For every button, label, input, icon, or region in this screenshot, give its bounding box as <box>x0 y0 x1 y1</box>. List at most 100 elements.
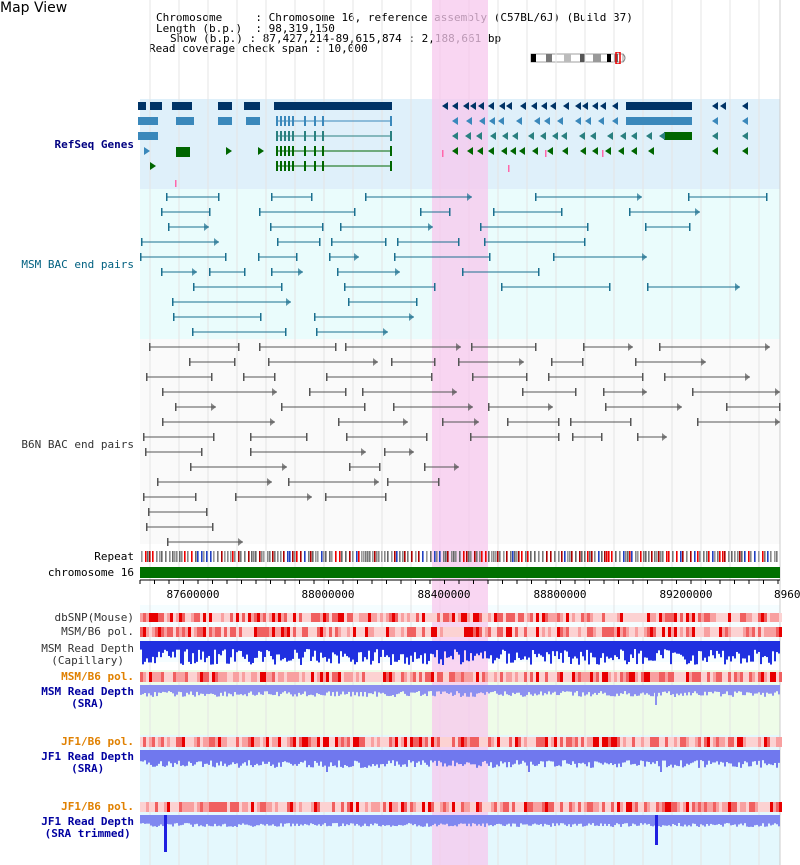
heatmap-cell[interactable] <box>623 613 626 622</box>
depth-bar[interactable] <box>212 750 214 767</box>
depth-bar[interactable] <box>296 641 298 653</box>
depth-bar[interactable] <box>356 641 358 663</box>
depth-bar[interactable] <box>308 685 310 696</box>
depth-bar[interactable] <box>368 641 370 651</box>
heatmap-cell[interactable] <box>701 613 704 622</box>
repeat-element[interactable] <box>381 551 383 562</box>
depth-bar[interactable] <box>358 750 360 763</box>
repeat-element[interactable] <box>165 551 167 562</box>
heatmap-cell[interactable] <box>410 613 413 622</box>
bac-end[interactable] <box>364 403 366 411</box>
depth-bar[interactable] <box>144 685 146 694</box>
depth-bar[interactable] <box>320 685 322 695</box>
depth-bar[interactable] <box>750 750 752 767</box>
heatmap-cell[interactable] <box>437 627 440 637</box>
depth-bar[interactable] <box>570 750 572 766</box>
depth-bar[interactable] <box>366 685 368 697</box>
heatmap-cell[interactable] <box>620 737 623 747</box>
depth-bar[interactable] <box>522 641 524 660</box>
depth-bar[interactable] <box>428 750 430 767</box>
bac-end[interactable] <box>434 358 436 366</box>
depth-bar[interactable] <box>510 641 512 663</box>
heatmap-cell[interactable] <box>674 627 677 637</box>
heatmap-cell[interactable] <box>317 627 320 637</box>
depth-bar[interactable] <box>214 815 216 824</box>
depth-bar[interactable] <box>634 685 636 695</box>
gene-arrow[interactable] <box>638 117 644 125</box>
heatmap-cell[interactable] <box>524 613 527 622</box>
depth-bar[interactable] <box>170 685 172 693</box>
depth-bar[interactable] <box>228 641 230 664</box>
heatmap-cell[interactable] <box>410 627 413 637</box>
heatmap-cell[interactable] <box>749 627 752 637</box>
depth-bar[interactable] <box>166 750 168 766</box>
heatmap-cell[interactable] <box>254 627 257 637</box>
repeat-element[interactable] <box>516 551 518 562</box>
heatmap-cell[interactable] <box>212 737 215 747</box>
depth-bar[interactable] <box>530 641 532 665</box>
depth-bar[interactable] <box>494 641 496 661</box>
depth-bar[interactable] <box>152 750 154 767</box>
depth-bar[interactable] <box>462 815 464 824</box>
depth-bar[interactable] <box>606 641 608 657</box>
depth-bar[interactable] <box>670 815 672 827</box>
depth-bar[interactable] <box>354 641 356 665</box>
gene-exon[interactable] <box>322 161 324 171</box>
heatmap-cell[interactable] <box>185 672 188 682</box>
gene-exon[interactable] <box>322 131 324 141</box>
heatmap-cell[interactable] <box>509 627 512 637</box>
depth-bar[interactable] <box>444 641 446 652</box>
depth-bar[interactable] <box>652 750 654 763</box>
heatmap-cell[interactable] <box>185 737 188 747</box>
gene-exon[interactable] <box>276 146 278 156</box>
heatmap-cell[interactable] <box>368 802 371 812</box>
heatmap-cell[interactable] <box>743 737 746 747</box>
gene-exon[interactable] <box>284 146 286 156</box>
heatmap-cell[interactable] <box>452 737 455 747</box>
depth-bar[interactable] <box>416 815 418 827</box>
bac-end[interactable] <box>630 418 632 426</box>
heatmap-cell[interactable] <box>230 737 233 747</box>
depth-bar[interactable] <box>342 750 344 768</box>
depth-bar[interactable] <box>320 815 322 827</box>
depth-bar[interactable] <box>398 641 400 661</box>
bac-end[interactable] <box>601 433 603 441</box>
polymorphism-heatmaps[interactable] <box>140 613 782 812</box>
bac-end[interactable] <box>218 193 220 201</box>
depth-bar[interactable] <box>524 750 526 763</box>
depth-bar[interactable] <box>196 815 198 824</box>
depth-bar[interactable] <box>246 641 248 655</box>
depth-bar[interactable] <box>302 815 304 826</box>
heatmap-cell[interactable] <box>449 737 452 747</box>
repeat-element[interactable] <box>141 551 143 562</box>
depth-bar[interactable] <box>148 685 150 694</box>
depth-bar[interactable] <box>218 815 220 826</box>
heatmap-cell[interactable] <box>428 672 431 682</box>
depth-bar[interactable] <box>602 685 604 694</box>
bac-end[interactable] <box>354 253 359 261</box>
heatmap-cell[interactable] <box>554 737 557 747</box>
depth-bar[interactable] <box>656 750 658 762</box>
repeat-element[interactable] <box>197 551 199 562</box>
depth-bar[interactable] <box>336 750 338 768</box>
heatmap-cell[interactable] <box>386 672 389 682</box>
heatmap-cell[interactable] <box>356 672 359 682</box>
heatmap-cell[interactable] <box>233 627 236 637</box>
bac-end[interactable] <box>470 433 472 441</box>
depth-bar[interactable] <box>206 815 208 825</box>
heatmap-cell[interactable] <box>638 613 641 622</box>
bac-end[interactable] <box>642 253 647 261</box>
depth-bar[interactable] <box>444 685 446 692</box>
heatmap-cell[interactable] <box>551 627 554 637</box>
repeat-element[interactable] <box>660 551 662 562</box>
depth-bar[interactable] <box>534 641 536 655</box>
depth-bar[interactable] <box>640 641 642 651</box>
heatmap-cell[interactable] <box>683 613 686 622</box>
depth-bar[interactable] <box>486 815 488 824</box>
heatmap-cell[interactable] <box>200 613 203 622</box>
heatmap-cell[interactable] <box>776 627 779 637</box>
repeat-element[interactable] <box>741 551 743 562</box>
heatmap-cell[interactable] <box>488 802 491 812</box>
depth-bar[interactable] <box>154 641 156 664</box>
heatmap-cell[interactable] <box>248 627 251 637</box>
